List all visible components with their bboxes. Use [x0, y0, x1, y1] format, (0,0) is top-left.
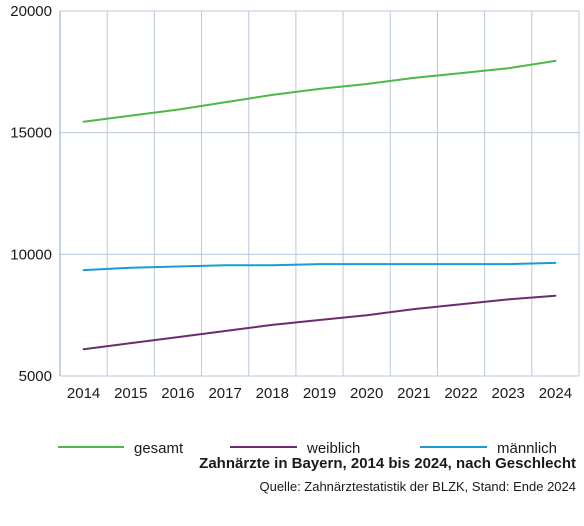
legend-label-gesamt: gesamt — [134, 440, 184, 457]
x-tick-label: 2024 — [539, 385, 572, 402]
legend-label-männlich: männlich — [497, 440, 557, 457]
series-line-weiblich — [82, 294, 557, 351]
y-tick-label: 10000 — [10, 246, 52, 263]
x-tick-label: 2015 — [114, 385, 147, 402]
x-tick-label: 2018 — [256, 385, 289, 402]
x-tick-label: 2019 — [303, 385, 336, 402]
series-lines — [82, 59, 557, 351]
series-line-männlich — [82, 261, 557, 272]
y-tick-label: 20000 — [10, 3, 52, 20]
x-tick-labels: 2014 2015 2016 2017 2018 2019 2020 2021 2022 2023… — [67, 385, 572, 402]
y-tick-labels: 5000 10000 15000 20000 — [10, 3, 52, 385]
y-tick-label: 15000 — [10, 125, 52, 142]
x-tick-label: 2014 — [67, 385, 100, 402]
legend: gesamt weiblich männlich — [58, 440, 557, 457]
x-tick-label: 2023 — [492, 385, 525, 402]
x-tick-label: 2022 — [444, 385, 477, 402]
x-tick-label: 2020 — [350, 385, 383, 402]
legend-label-weiblich: weiblich — [306, 440, 360, 457]
chart-title: Zahnärzte in Bayern, 2014 bis 2024, nach… — [199, 455, 576, 472]
y-tick-label: 5000 — [19, 368, 52, 385]
x-tick-label: 2021 — [397, 385, 430, 402]
chart-source: Quelle: Zahnärztestatistik der BLZK, Sta… — [259, 479, 576, 494]
x-tick-label: 2017 — [208, 385, 241, 402]
grid-lines — [59, 10, 580, 377]
x-tick-label: 2016 — [161, 385, 194, 402]
series-line-gesamt — [82, 59, 557, 123]
